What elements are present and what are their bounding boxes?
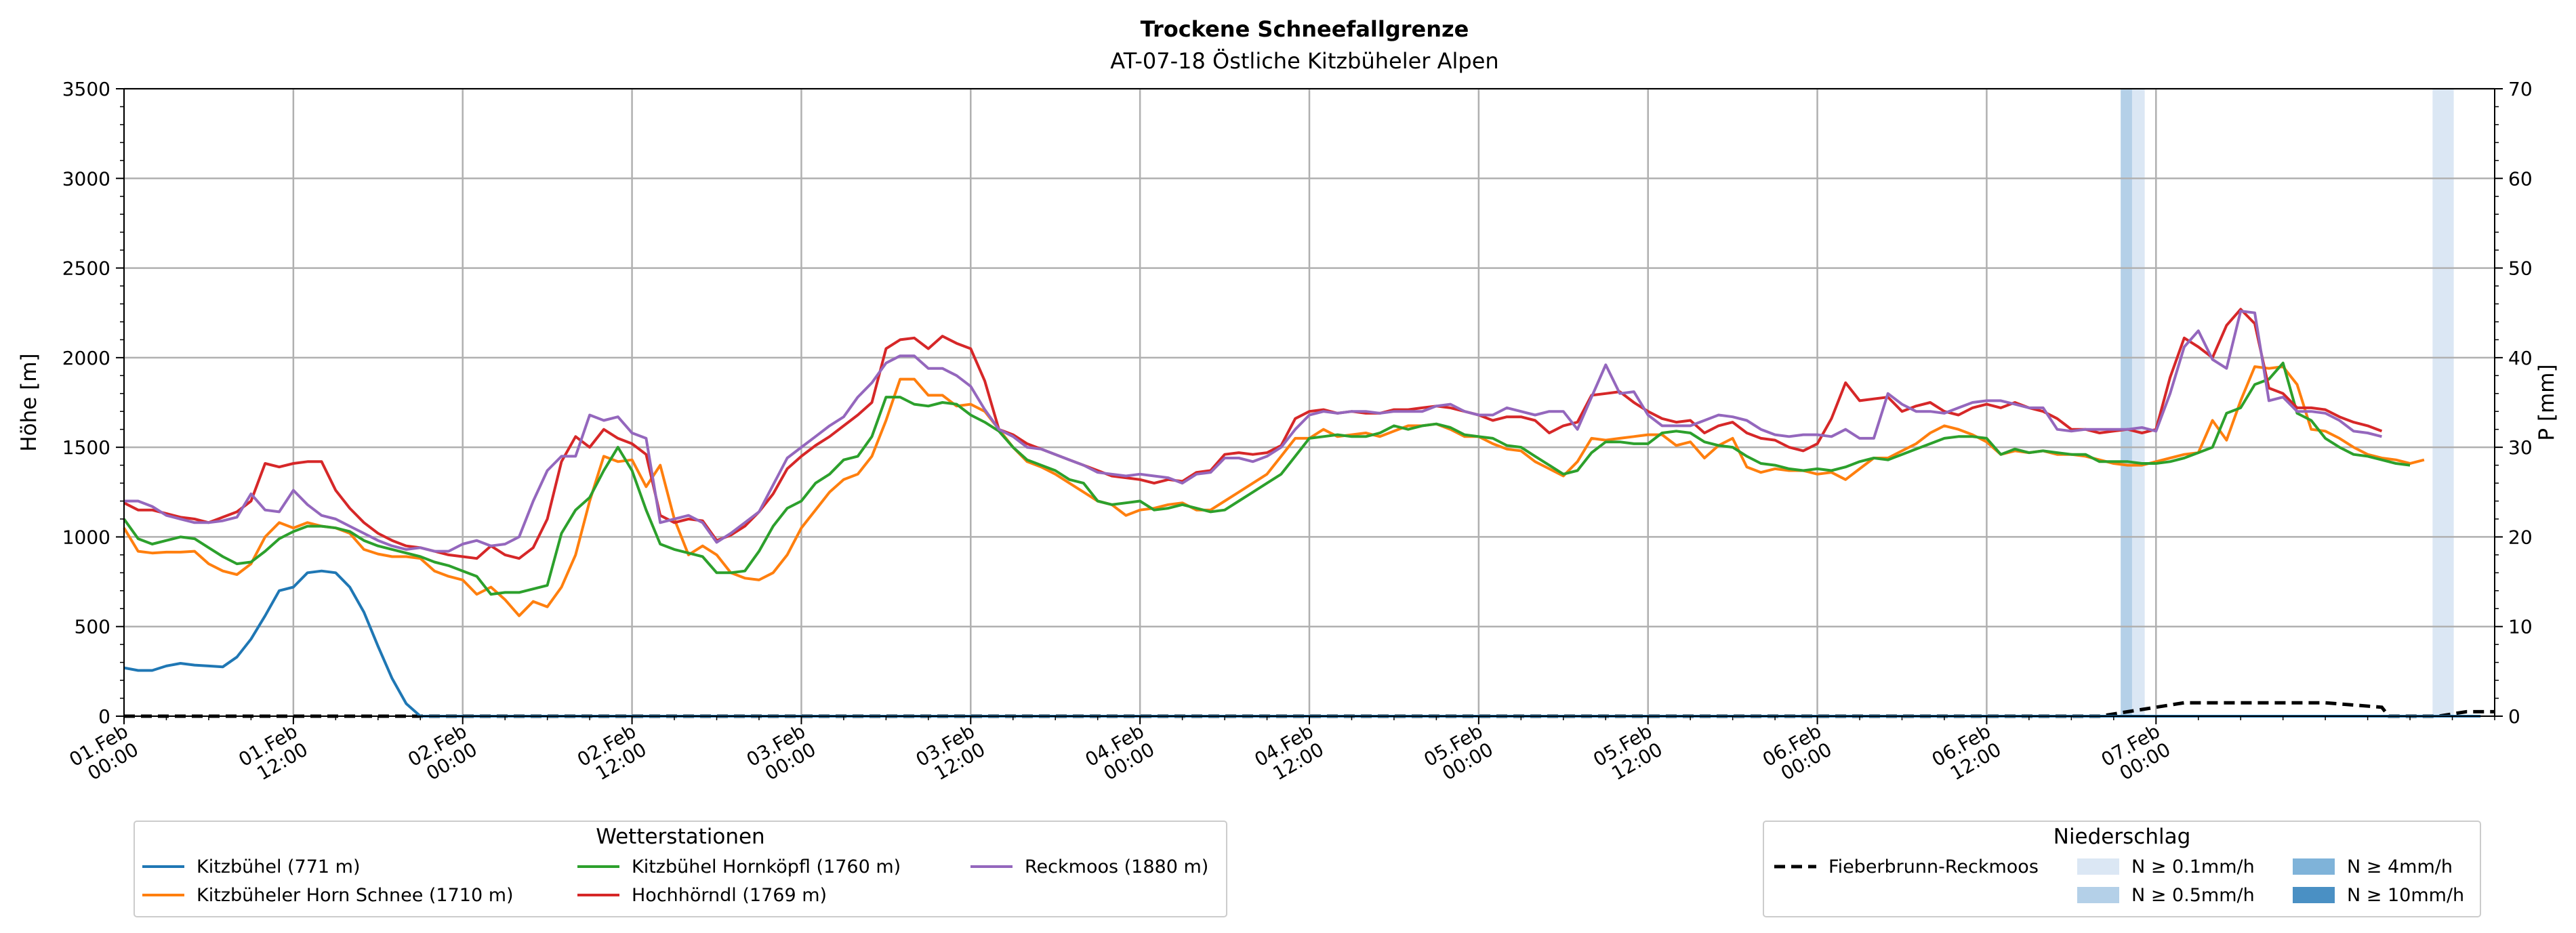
y-tick-label-left-5: 2500 <box>62 257 110 280</box>
precipitation-bands <box>2121 89 2454 716</box>
legend-precip-label-3: N ≥ 10mm/h <box>2347 885 2464 906</box>
y-tick-label-left-7: 3500 <box>62 78 110 100</box>
legend-station-label-3: Hochhörndl (1769 m) <box>632 885 827 906</box>
y-tick-label-right-1: 10 <box>2508 616 2533 638</box>
y-tick-label-right-7: 70 <box>2508 78 2533 100</box>
precip-line-fieberbrunn-reckmoos <box>124 701 2495 718</box>
legend-station-label-1: Kitzbüheler Horn Schnee (1710 m) <box>197 885 514 906</box>
legend-precip-label-2: N ≥ 4mm/h <box>2347 856 2453 877</box>
y-tick-label-left-3: 1500 <box>62 436 110 459</box>
y-tick-label-right-0: 0 <box>2508 705 2520 728</box>
y-axis-label-right: P [mm] <box>2535 364 2559 440</box>
legend-station-label-0: Kitzbühel (771 m) <box>197 856 361 877</box>
legend-stations-title: Wetterstationen <box>596 825 764 849</box>
chart-title: Trockene Schneefallgrenze <box>1141 16 1469 42</box>
y-tick-label-left-4: 2000 <box>62 347 110 369</box>
legend-precip-swatch-3 <box>2293 887 2335 903</box>
legend-station-label-2: Kitzbühel Hornköpfl (1760 m) <box>632 856 901 877</box>
legend-precip-swatch-1 <box>2077 887 2119 903</box>
legend-precip-swatch-0 <box>2077 858 2119 875</box>
precip-band-1 <box>2121 89 2132 716</box>
legend-stations-frame <box>134 821 1227 917</box>
chart-subtitle: AT-07-18 Östliche Kitzbüheler Alpen <box>1110 48 1498 74</box>
legend-precip-classes: N ≥ 0.1mm/h N ≥ 0.5mm/h N ≥ 4mm/h N ≥ 10mm/… <box>2077 856 2464 906</box>
legend-precip-label-0: N ≥ 0.1mm/h <box>2131 856 2255 877</box>
series-line-3 <box>123 308 2383 560</box>
y-tick-label-right-4: 40 <box>2508 347 2533 369</box>
legend-stations-entries: Kitzbühel (771 m) Kitzbüheler Horn Schnee… <box>142 856 1208 906</box>
series-line-2 <box>123 361 2411 596</box>
y-tick-label-right-3: 30 <box>2508 436 2533 459</box>
y-tick-label-right-6: 60 <box>2508 167 2533 190</box>
y-tick-label-right-2: 20 <box>2508 526 2533 548</box>
y-tick-label-left-2: 1000 <box>62 526 110 548</box>
legend-precipitation: Niederschlag Fieberbrunn-Reckmoos N ≥ 0.… <box>1763 821 2481 917</box>
y-tick-label-left-0: 0 <box>98 705 110 728</box>
legend-stations: Wetterstationen Kitzbühel (771 m)Kitzbüh… <box>134 821 1227 917</box>
precip-band-2 <box>2432 89 2454 716</box>
y-tick-label-right-5: 50 <box>2508 257 2533 280</box>
y-axis-label-left: Höhe [m] <box>17 353 41 451</box>
legend-station-label-4: Reckmoos (1880 m) <box>1025 856 1208 877</box>
legend-precip-label-1: N ≥ 0.5mm/h <box>2131 885 2255 906</box>
y-tick-label-left-6: 3000 <box>62 167 110 190</box>
y-tick-label-left-1: 500 <box>75 616 110 638</box>
series-line-4 <box>124 310 2382 553</box>
precipitation-line <box>124 701 2495 718</box>
legend-precip-line-label: Fieberbrunn-Reckmoos <box>1828 856 2039 877</box>
legend-precip-title: Niederschlag <box>2053 825 2191 849</box>
legend-precip-swatch-2 <box>2293 858 2335 875</box>
